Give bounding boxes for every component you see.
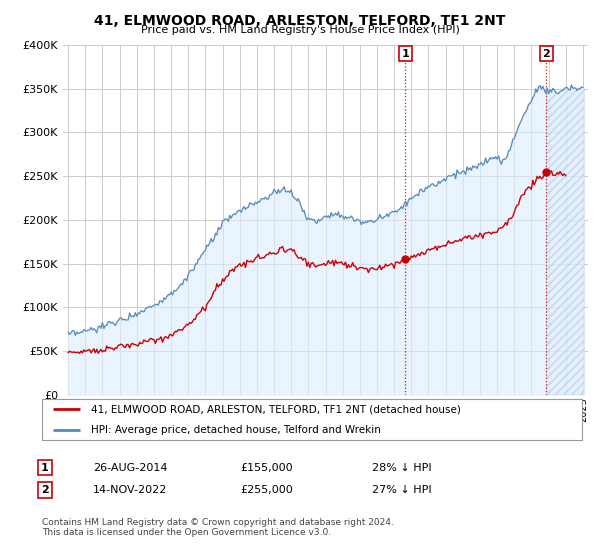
Text: Contains HM Land Registry data © Crown copyright and database right 2024.
This d: Contains HM Land Registry data © Crown c… xyxy=(42,518,394,538)
FancyBboxPatch shape xyxy=(42,399,582,440)
Text: 1: 1 xyxy=(401,49,409,59)
Text: 41, ELMWOOD ROAD, ARLESTON, TELFORD, TF1 2NT (detached house): 41, ELMWOOD ROAD, ARLESTON, TELFORD, TF1… xyxy=(91,404,460,414)
Text: 41, ELMWOOD ROAD, ARLESTON, TELFORD, TF1 2NT: 41, ELMWOOD ROAD, ARLESTON, TELFORD, TF1… xyxy=(94,14,506,28)
Text: £155,000: £155,000 xyxy=(240,463,293,473)
Polygon shape xyxy=(547,85,584,395)
Text: 27% ↓ HPI: 27% ↓ HPI xyxy=(372,485,431,495)
Text: 14-NOV-2022: 14-NOV-2022 xyxy=(93,485,167,495)
Text: Price paid vs. HM Land Registry's House Price Index (HPI): Price paid vs. HM Land Registry's House … xyxy=(140,25,460,35)
Text: 26-AUG-2014: 26-AUG-2014 xyxy=(93,463,167,473)
Text: 2: 2 xyxy=(542,49,550,59)
Text: 28% ↓ HPI: 28% ↓ HPI xyxy=(372,463,431,473)
Text: 2: 2 xyxy=(41,485,49,495)
Text: 1: 1 xyxy=(41,463,49,473)
Text: £255,000: £255,000 xyxy=(240,485,293,495)
Text: HPI: Average price, detached house, Telford and Wrekin: HPI: Average price, detached house, Telf… xyxy=(91,424,380,435)
